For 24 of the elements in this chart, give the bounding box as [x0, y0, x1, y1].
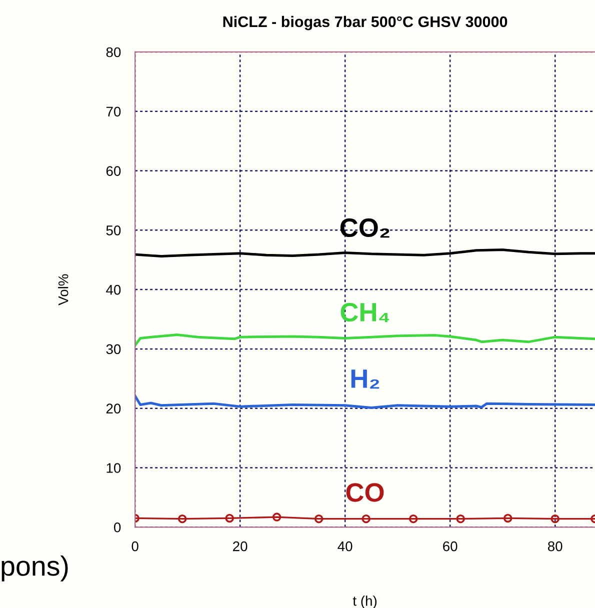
y-tick-label: 70 [106, 106, 121, 117]
x-tick-label: 0 [132, 541, 138, 552]
x-tick-label: 60 [443, 541, 458, 552]
line-series [135, 248, 595, 258]
series-label: CO [346, 483, 384, 502]
text: pons) [2, 556, 68, 582]
x-tick-label: 20 [233, 541, 248, 552]
y-tick-label: 80 [106, 47, 121, 58]
y-tick-label: 10 [106, 463, 121, 473]
y-tick-label: 0 [114, 522, 121, 532]
line-series [135, 333, 595, 347]
series-label: CH₄ [340, 302, 390, 322]
x-tick-label: 80 [548, 541, 562, 552]
y-axis-title: Vol% [58, 274, 68, 306]
x-tick-label: 40 [338, 541, 352, 552]
y-tick-label: 30 [106, 344, 121, 354]
y-tick-label: 40 [106, 284, 121, 295]
chart-title: NiCLZ - biogas 7bar 500°C GHSV 30000 [223, 16, 508, 30]
y-tick-label: 60 [106, 166, 121, 176]
line-series [135, 394, 595, 410]
series-label: H₂ [351, 370, 380, 389]
y-tick-label: 20 [106, 404, 121, 414]
y-tick-label: 50 [106, 226, 121, 236]
series-label: CO₂ [340, 218, 390, 238]
